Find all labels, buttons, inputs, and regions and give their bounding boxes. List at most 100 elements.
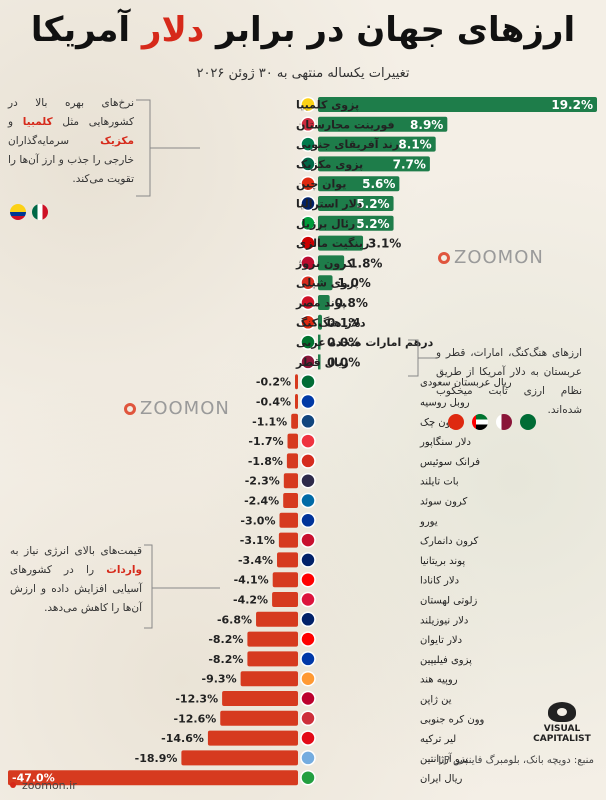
category-label: دلار نیوزیلند xyxy=(420,615,468,626)
value-label: 7.7% xyxy=(393,157,426,171)
bar xyxy=(272,592,298,607)
country-flag-icon xyxy=(300,314,316,331)
category-label: ریال ایران xyxy=(420,774,462,785)
bar xyxy=(291,413,298,429)
saudi-flag-icon xyxy=(520,414,536,430)
bar xyxy=(277,552,298,568)
bar-row: -1.1% کرون چک xyxy=(252,413,461,430)
country-flag-icon xyxy=(300,96,316,113)
country-flag-icon xyxy=(300,730,316,746)
category-label: لیر ترکیه xyxy=(420,734,456,745)
value-label: -1.7% xyxy=(248,435,283,448)
visual-capitalist-logo: VISUAL CAPITALIST xyxy=(532,702,592,744)
bar xyxy=(295,374,298,390)
country-flag-icon xyxy=(300,433,316,449)
country-flag-icon xyxy=(300,532,316,548)
value-label: -0.2% xyxy=(256,376,291,389)
country-flag-icon xyxy=(300,472,316,489)
bracket-bottom-left xyxy=(144,544,153,629)
category-label: وون کره جنوبی xyxy=(420,714,485,725)
bracket-top-left xyxy=(136,99,151,197)
category-label: رند آفریقای جنوبی xyxy=(296,137,399,151)
value-label: 5.6% xyxy=(362,177,395,191)
bar-row: -0.4% روبل روسیه xyxy=(256,393,470,410)
bar xyxy=(318,235,364,251)
bar xyxy=(8,770,298,786)
bar xyxy=(278,532,298,548)
category-label: فورینت مجارستان xyxy=(296,118,395,131)
bar xyxy=(283,493,298,508)
bar xyxy=(318,215,394,231)
country-flag-icon xyxy=(300,215,316,232)
bar xyxy=(207,730,298,746)
bar-row: -4.2% زلوتی لهستان xyxy=(233,591,477,608)
chart-title: ارزهای جهان در برابر دلار آمریکا xyxy=(30,10,576,50)
footer-site: zoomon.ir xyxy=(10,779,77,792)
country-flag-icon xyxy=(300,175,316,192)
bar xyxy=(283,473,298,489)
bar xyxy=(240,671,298,687)
chart-subtitle: تغییرات یکساله منتهی به ۳۰ ژوئن ۲۰۲۶ xyxy=(196,66,410,81)
bar xyxy=(318,116,448,132)
annotation-right: ارزهای هنگ‌کنگ، امارات، قطر و عربستان به… xyxy=(436,347,582,416)
category-label: کرون چک xyxy=(420,417,461,428)
bar xyxy=(222,691,298,706)
bar-row: 1.8%کرون نروژ xyxy=(295,255,382,271)
value-label: -18.9% xyxy=(135,752,178,765)
category-label: دلار کانادا xyxy=(420,576,459,587)
bar-row: 0.0%درهم امارات متحده عربی xyxy=(296,334,434,350)
value-label: 1.0% xyxy=(338,276,371,290)
category-label: پوند مصر xyxy=(295,297,346,310)
bar-row: -18.9% پزو آرژانتین xyxy=(135,750,468,766)
value-label: -2.4% xyxy=(244,495,279,508)
value-label: 0.1% xyxy=(327,316,360,330)
country-flag-icon xyxy=(300,670,316,687)
value-label: 5.2% xyxy=(356,197,389,211)
hongkong-flag-icon xyxy=(448,414,464,430)
bar-row: -8.2% پزوی فیلیپین xyxy=(208,651,472,667)
bar xyxy=(181,750,298,766)
value-label: 8.1% xyxy=(398,138,431,152)
country-flag-icon xyxy=(300,492,316,509)
country-flag-icon xyxy=(300,453,316,469)
country-flag-icon xyxy=(300,136,316,152)
value-label: -4.1% xyxy=(234,574,269,587)
country-flag-icon xyxy=(300,710,316,727)
bar xyxy=(272,572,298,588)
country-flag-icon xyxy=(300,750,316,766)
uae-flag-icon xyxy=(472,414,488,430)
country-flag-icon xyxy=(300,373,316,390)
bar-row: -6.8% دلار نیوزیلند xyxy=(217,611,468,628)
category-label: کرون نروژ xyxy=(295,257,354,270)
qatar-flag-icon xyxy=(496,414,512,430)
value-label: -12.3% xyxy=(175,693,218,706)
bar-row: -4.1% دلار کانادا xyxy=(234,571,459,588)
bar-row: -8.2% دلار تایوان xyxy=(208,631,462,647)
category-label: کرون سوئد xyxy=(420,497,467,508)
country-flag-icon xyxy=(300,235,316,251)
category-label: دلار تایوان xyxy=(420,635,462,646)
colombia-flag-icon xyxy=(10,204,26,220)
category-label: پزوی شیلی xyxy=(296,277,359,290)
annotation-top-left: نرخ‌های بهره بالا در کشورهایی مثل کلمبیا… xyxy=(8,97,134,185)
value-label: 0.0% xyxy=(327,355,360,369)
country-flag-icon xyxy=(300,651,316,667)
bar-row: -12.6% وون کره جنوبی xyxy=(174,710,485,727)
bar xyxy=(286,453,298,469)
value-label: 19.2% xyxy=(551,98,593,112)
country-flag-icon xyxy=(300,611,316,628)
category-label: بات تایلند xyxy=(420,477,459,488)
bar-row: 1.0%پزوی شیلی xyxy=(296,274,371,291)
bar-row: -3.4% پوند بریتانیا xyxy=(238,552,465,568)
bar xyxy=(220,710,298,726)
category-label: یورو xyxy=(419,516,438,527)
bar-row: -2.4% کرون سوئد xyxy=(244,492,467,509)
category-label: پوند بریتانیا xyxy=(420,556,465,567)
bar-row: 5.6% یوان چین xyxy=(296,175,400,192)
category-label: دلار هنگ‌کنگ xyxy=(296,315,366,329)
category-label: ریال قطر xyxy=(295,356,349,369)
bar xyxy=(247,631,298,647)
value-label: 8.9% xyxy=(410,118,443,132)
country-flag-icon xyxy=(300,393,316,410)
country-flag-icon xyxy=(300,413,316,430)
